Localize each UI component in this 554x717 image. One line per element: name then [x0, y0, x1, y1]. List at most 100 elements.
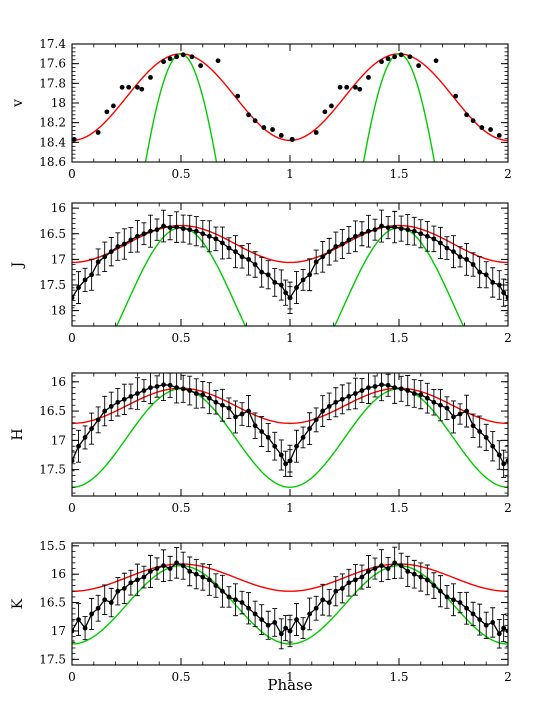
- error-bar-H: [72, 450, 75, 472]
- data-point-J: [326, 249, 332, 255]
- data-point-H: [505, 458, 508, 464]
- data-point-v: [235, 93, 241, 99]
- data-point-J: [496, 282, 502, 288]
- data-point-K: [300, 625, 306, 631]
- y-tick-label-H: 17: [51, 433, 66, 447]
- data-point-K: [294, 617, 299, 623]
- data-point-H: [451, 414, 456, 420]
- data-point-H: [424, 395, 430, 401]
- x-tick-label-H: 0.5: [171, 501, 190, 515]
- data-point-H: [265, 435, 271, 440]
- data-point-K: [464, 605, 469, 611]
- data-point-J: [464, 256, 469, 262]
- data-point-J: [300, 277, 306, 283]
- error-bar-H: [505, 445, 508, 477]
- y-tick-label-v: 18.4: [39, 135, 66, 149]
- data-point-H: [287, 458, 293, 464]
- data-point-J: [220, 240, 225, 246]
- data-point-J: [379, 223, 384, 229]
- data-point-v: [479, 125, 485, 130]
- data-point-K: [141, 574, 147, 580]
- data-point-J: [239, 254, 245, 260]
- data-point-H: [438, 402, 443, 408]
- y-tick-label-K: 17: [51, 624, 66, 638]
- data-point-J: [193, 228, 199, 234]
- data-point-v: [261, 125, 267, 130]
- red-model-curve-K: [72, 563, 508, 592]
- data-point-J: [161, 223, 166, 229]
- data-point-v: [289, 136, 295, 142]
- data-point-J: [148, 228, 153, 234]
- data-point-H: [283, 461, 289, 467]
- data-point-H: [141, 388, 147, 393]
- x-tick-label-K: 2: [504, 670, 512, 684]
- data-point-J: [206, 233, 212, 239]
- data-point-H: [89, 426, 95, 432]
- plot-area-J: [72, 209, 508, 326]
- data-point-v: [488, 127, 493, 132]
- data-point-J: [89, 272, 95, 278]
- y-tick-label-J: 16.5: [39, 227, 66, 241]
- data-point-K: [501, 625, 507, 631]
- data-point-v: [270, 127, 275, 132]
- data-point-H: [294, 443, 299, 449]
- data-point-v: [407, 54, 413, 60]
- data-point-K: [359, 574, 365, 580]
- data-point-J: [167, 225, 173, 231]
- data-point-v: [167, 56, 173, 62]
- data-point-v: [416, 63, 422, 69]
- data-point-J: [483, 272, 489, 278]
- data-point-H: [405, 388, 411, 393]
- data-point-H: [501, 461, 507, 467]
- panel-v: 0 0.5 1 1.5 2 17.4 17.6 17.8 18 18.2 18.4 18.6 v: [10, 37, 512, 181]
- data-point-H: [398, 386, 404, 392]
- data-point-v: [357, 86, 363, 92]
- data-point-J: [444, 245, 450, 251]
- data-point-H: [392, 385, 398, 391]
- data-point-J: [108, 249, 114, 255]
- data-point-K: [115, 588, 121, 594]
- x-axis-label: Phase: [267, 676, 312, 694]
- data-point-K: [206, 577, 212, 583]
- data-point-J: [333, 244, 339, 249]
- data-point-J: [141, 231, 147, 237]
- data-point-J: [451, 249, 456, 255]
- data-point-K: [193, 571, 199, 577]
- data-point-H: [496, 452, 502, 458]
- data-point-K: [392, 560, 398, 566]
- data-point-K: [398, 563, 404, 569]
- data-point-K: [444, 594, 450, 600]
- data-point-H: [259, 429, 265, 434]
- data-point-H: [233, 414, 238, 420]
- data-point-H: [385, 382, 391, 388]
- data-point-J: [490, 280, 496, 285]
- data-point-J: [82, 277, 88, 283]
- y-tick-label-v: 18.2: [39, 116, 66, 130]
- data-point-H: [470, 423, 476, 429]
- data-point-J: [405, 227, 411, 233]
- data-point-H: [220, 402, 225, 408]
- data-point-J: [213, 236, 219, 242]
- data-point-v: [398, 52, 404, 58]
- data-point-K: [470, 611, 476, 617]
- data-point-v: [95, 130, 101, 135]
- data-point-K: [353, 577, 358, 583]
- data-point-K: [283, 625, 289, 631]
- data-point-v: [104, 109, 110, 115]
- data-point-v: [135, 84, 140, 90]
- x-tick-label-v: 0: [68, 167, 76, 181]
- data-point-v: [189, 54, 195, 60]
- data-point-H: [300, 435, 306, 440]
- data-point-K: [161, 563, 166, 569]
- data-point-K: [346, 580, 352, 586]
- data-point-J: [200, 231, 206, 237]
- data-point-H: [193, 391, 199, 396]
- data-point-K: [320, 597, 326, 603]
- data-point-H: [272, 443, 278, 449]
- data-point-H: [431, 399, 437, 405]
- data-point-H: [174, 385, 180, 391]
- data-point-H: [477, 429, 483, 434]
- data-point-H: [346, 394, 352, 399]
- data-point-v: [126, 84, 132, 90]
